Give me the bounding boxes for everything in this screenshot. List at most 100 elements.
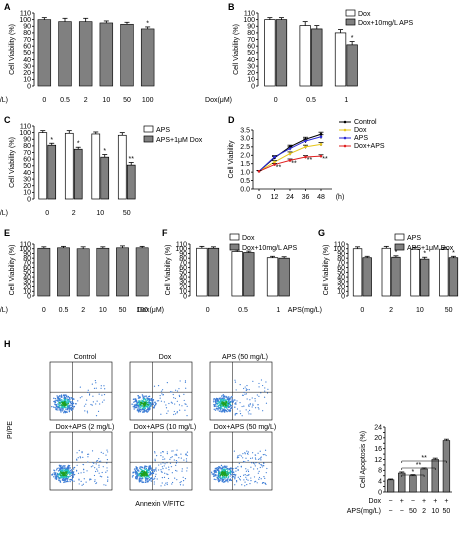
flow-dot xyxy=(79,457,82,459)
flow-dot xyxy=(186,451,189,453)
flow-dot xyxy=(214,403,217,405)
x-tick-label: 2 xyxy=(81,307,85,314)
bar xyxy=(91,133,101,200)
flow-dot xyxy=(69,401,72,404)
flow-dot xyxy=(147,469,149,471)
flow-dot xyxy=(245,468,247,470)
flow-dot xyxy=(169,462,172,464)
flow-dot xyxy=(133,404,135,406)
flow-dot xyxy=(229,472,232,474)
flow-dot xyxy=(166,412,168,415)
flow-dot xyxy=(245,409,247,411)
flow-dot xyxy=(69,475,71,477)
flow-dot xyxy=(83,478,85,480)
flow-dot xyxy=(175,453,177,455)
bar xyxy=(391,256,401,297)
flow-dot xyxy=(263,482,265,484)
flow-plot-title: Control xyxy=(74,354,97,361)
flow-dot xyxy=(243,474,245,476)
flow-dot xyxy=(224,466,227,469)
bar xyxy=(352,248,363,297)
x-tick-label: 0 xyxy=(42,97,46,104)
flow-dot xyxy=(255,458,257,460)
flow-dot xyxy=(137,406,140,408)
y-tick-label: 90 xyxy=(247,24,255,31)
flow-dot xyxy=(96,468,98,470)
flow-dot xyxy=(145,476,148,478)
flow-plot-frame xyxy=(209,431,273,491)
flow-dot xyxy=(186,405,188,407)
flow-dot xyxy=(100,387,102,389)
flow-dot xyxy=(222,408,224,411)
flow-dot xyxy=(134,404,137,406)
y-tick-label: 0 xyxy=(27,83,31,90)
flow-dot xyxy=(154,477,156,479)
panel-label-G: G xyxy=(318,228,325,238)
y-tick-label: 60 xyxy=(179,265,187,272)
flow-dot xyxy=(51,405,53,408)
flow-dot xyxy=(134,469,137,472)
flow-dot xyxy=(240,455,243,457)
flow-dot xyxy=(165,407,168,409)
flow-dot xyxy=(64,476,66,479)
flow-dot xyxy=(148,468,150,470)
flow-dot xyxy=(176,470,178,472)
x-tick-label: 0 xyxy=(360,307,364,314)
flow-dot xyxy=(67,477,70,479)
aps-row-value: − xyxy=(389,508,393,515)
flow-dot xyxy=(222,469,225,472)
flow-dot xyxy=(58,479,60,482)
flow-dot xyxy=(60,394,63,396)
flow-dot xyxy=(63,478,66,481)
flow-dot xyxy=(163,465,165,467)
bar xyxy=(409,475,417,493)
data-point xyxy=(304,145,307,149)
flow-dot xyxy=(88,394,91,396)
y-tick-label: 40 xyxy=(23,57,31,64)
flow-dot xyxy=(171,402,173,404)
flow-dot xyxy=(155,468,157,470)
flow-dot xyxy=(168,469,170,471)
legend-label: Dox+APS xyxy=(354,143,385,150)
flow-dot xyxy=(232,476,235,478)
flow-dot xyxy=(65,476,68,479)
flow-dot xyxy=(138,481,141,483)
flow-dot xyxy=(145,468,147,470)
y-tick-label: 8 xyxy=(378,468,382,475)
flow-dot xyxy=(61,404,64,406)
bar xyxy=(37,247,51,297)
flow-dot xyxy=(56,395,58,397)
flow-dot xyxy=(72,475,74,477)
flow-dot xyxy=(258,478,260,480)
flow-dot xyxy=(60,464,62,467)
flow-dot xyxy=(60,404,62,406)
flow-dot xyxy=(176,390,179,392)
flow-dot xyxy=(55,405,58,407)
flow-dot xyxy=(153,481,155,483)
flow-dot xyxy=(217,471,220,474)
flow-dot xyxy=(144,466,146,468)
flow-dot xyxy=(179,484,182,486)
flow-dot xyxy=(214,467,217,470)
flow-dot xyxy=(138,407,140,410)
flow-dot xyxy=(253,476,256,478)
flow-dot xyxy=(239,412,242,415)
flow-dot xyxy=(238,462,240,465)
flow-dot xyxy=(76,459,78,461)
data-point xyxy=(273,160,276,164)
flow-dot xyxy=(153,470,155,473)
flow-dot xyxy=(59,467,62,469)
flow-dot xyxy=(70,409,73,411)
flow-dot xyxy=(232,473,235,476)
flow-dot xyxy=(252,462,255,464)
flow-dot xyxy=(215,475,217,477)
flow-dot xyxy=(186,470,188,472)
flow-dot xyxy=(239,475,242,478)
flow-dot xyxy=(89,479,91,481)
flow-dot xyxy=(230,467,232,470)
flow-dot xyxy=(150,480,153,482)
flow-dot xyxy=(132,406,134,408)
flow-dot xyxy=(87,453,89,455)
flow-dot xyxy=(140,466,143,468)
flow-dot xyxy=(142,403,145,405)
